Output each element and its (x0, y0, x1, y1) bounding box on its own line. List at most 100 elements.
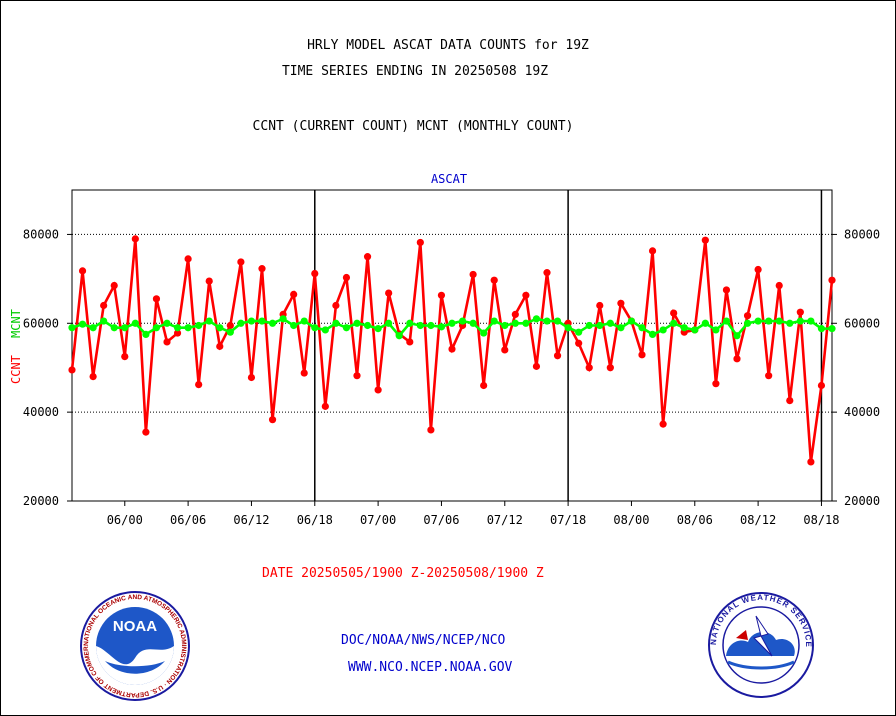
ccnt-point-15 (226, 321, 234, 330)
mcnt-point-42 (511, 319, 519, 327)
mcnt-series (68, 315, 836, 340)
mcnt-point-44 (532, 315, 541, 323)
x-tick-label-06-12: 06/12 (233, 513, 269, 527)
mcnt-point-69 (796, 317, 804, 325)
ccnt-point-21 (290, 290, 298, 299)
y-tick-label-left-80000: 80000 (23, 227, 59, 241)
mcnt-point-18 (258, 317, 266, 325)
ccnt-point-50 (596, 301, 604, 310)
mcnt-point-32 (406, 319, 414, 327)
mcnt-point-10 (173, 324, 182, 332)
date-range-label: DATE 20250505/1900 Z-20250508/1900 Z (262, 566, 544, 581)
ccnt-point-49 (585, 364, 593, 372)
mcnt-point-13 (205, 317, 213, 325)
ccnt-point-62 (722, 286, 731, 294)
ccnt-point-41 (501, 346, 509, 354)
ccnt-point-60 (701, 236, 709, 244)
org-path-link[interactable]: DOC/NOAA/NWS/NCEP/NCO (341, 633, 506, 648)
mcnt-point-51 (606, 319, 614, 327)
ccnt-point-17 (247, 373, 256, 382)
mcnt-point-60 (701, 319, 709, 327)
mcnt-point-53 (627, 317, 636, 325)
ccnt-point-56 (659, 420, 667, 428)
mcnt-point-58 (680, 324, 688, 332)
ccnt-series (68, 235, 836, 466)
x-tick-label-07-06: 07/06 (423, 513, 459, 527)
ccnt-point-19 (268, 416, 277, 424)
mcnt-point-52 (617, 324, 625, 332)
ccnt-point-72 (828, 276, 836, 284)
mcnt-point-16 (237, 319, 245, 327)
mcnt-point-71 (817, 325, 826, 333)
mcnt-point-19 (268, 319, 277, 327)
y-tick-label-left-20000: 20000 (23, 494, 59, 508)
ccnt-point-71 (817, 381, 826, 390)
ccnt-point-42 (511, 310, 519, 318)
ccnt-point-67 (775, 281, 783, 290)
mcnt-point-43 (522, 319, 530, 327)
mcnt-point-7 (142, 330, 150, 338)
y-axis-ticks: 20000 20000 40000 40000 60000 60000 80000 80000 (23, 227, 880, 508)
mcnt-point-55 (648, 330, 657, 338)
ccnt-point-39 (480, 381, 488, 390)
chart-subtitle: CCNT (CURRENT COUNT) MCNT (MONTHLY COUNT… (252, 119, 574, 134)
ccnt-point-33 (416, 238, 424, 247)
ccnt-point-18 (258, 265, 266, 273)
ccnt-point-29 (374, 386, 382, 394)
panel-title: ASCAT (430, 172, 468, 186)
mcnt-point-38 (469, 319, 477, 327)
ccnt-point-16 (237, 258, 245, 266)
ccnt-point-23 (311, 269, 319, 278)
mcnt-point-21 (290, 321, 298, 330)
mcnt-point-31 (395, 332, 403, 340)
mcnt-point-3 (100, 317, 108, 325)
mcnt-point-33 (416, 321, 424, 330)
ccnt-point-4 (110, 281, 118, 290)
ccnt-point-57 (670, 309, 678, 317)
mcnt-point-8 (152, 324, 161, 332)
mcnt-point-24 (321, 326, 329, 334)
ccnt-point-63 (733, 355, 741, 363)
y-axis-label-mcnt: MCNT (9, 309, 23, 338)
mcnt-point-6 (131, 319, 139, 327)
ccnt-point-7 (142, 428, 150, 436)
mcnt-point-68 (786, 319, 794, 327)
noaa-logo: NOAA NATIONAL OCEANIC AND ATMOSPHERIC AD… (75, 586, 190, 701)
mcnt-point-28 (363, 321, 372, 330)
mcnt-point-64 (743, 319, 752, 327)
ccnt-point-43 (522, 291, 530, 299)
mcnt-point-14 (216, 324, 224, 332)
mcnt-point-70 (807, 317, 815, 325)
mcnt-point-20 (279, 315, 287, 323)
mcnt-point-22 (300, 317, 308, 325)
y-axis-label-ccnt: CCNT (9, 355, 23, 384)
ccnt-point-12 (195, 380, 203, 389)
mcnt-point-47 (564, 324, 572, 332)
ccnt-point-22 (300, 369, 308, 377)
ccnt-point-38 (469, 270, 477, 279)
mcnt-point-56 (659, 326, 667, 334)
mcnt-point-65 (754, 317, 762, 325)
ccnt-point-26 (342, 273, 351, 282)
mcnt-point-17 (247, 317, 256, 325)
ccnt-point-55 (648, 247, 657, 255)
mcnt-point-66 (765, 317, 773, 325)
ccnt-point-6 (131, 235, 139, 243)
ccnt-point-52 (617, 299, 625, 307)
ccnt-point-45 (543, 269, 551, 277)
ccnt-point-48 (575, 339, 583, 347)
x-tick-label-06-06: 06/06 (170, 513, 206, 527)
ccnt-point-14 (216, 342, 224, 350)
website-link[interactable]: WWW.NCO.NCEP.NOAA.GOV (348, 660, 513, 675)
ccnt-point-40 (490, 276, 498, 284)
mcnt-point-39 (480, 329, 488, 337)
noaa-logo-text: NOAA (113, 618, 157, 635)
ccnt-point-24 (321, 402, 329, 410)
ccnt-point-44 (532, 362, 541, 370)
x-tick-label-07-12: 07/12 (487, 513, 523, 527)
ccnt-point-36 (448, 345, 456, 353)
ccnt-point-61 (712, 380, 720, 388)
y-tick-label-right-80000: 80000 (844, 227, 880, 241)
mcnt-point-36 (448, 319, 456, 327)
ccnt-point-8 (152, 295, 161, 303)
